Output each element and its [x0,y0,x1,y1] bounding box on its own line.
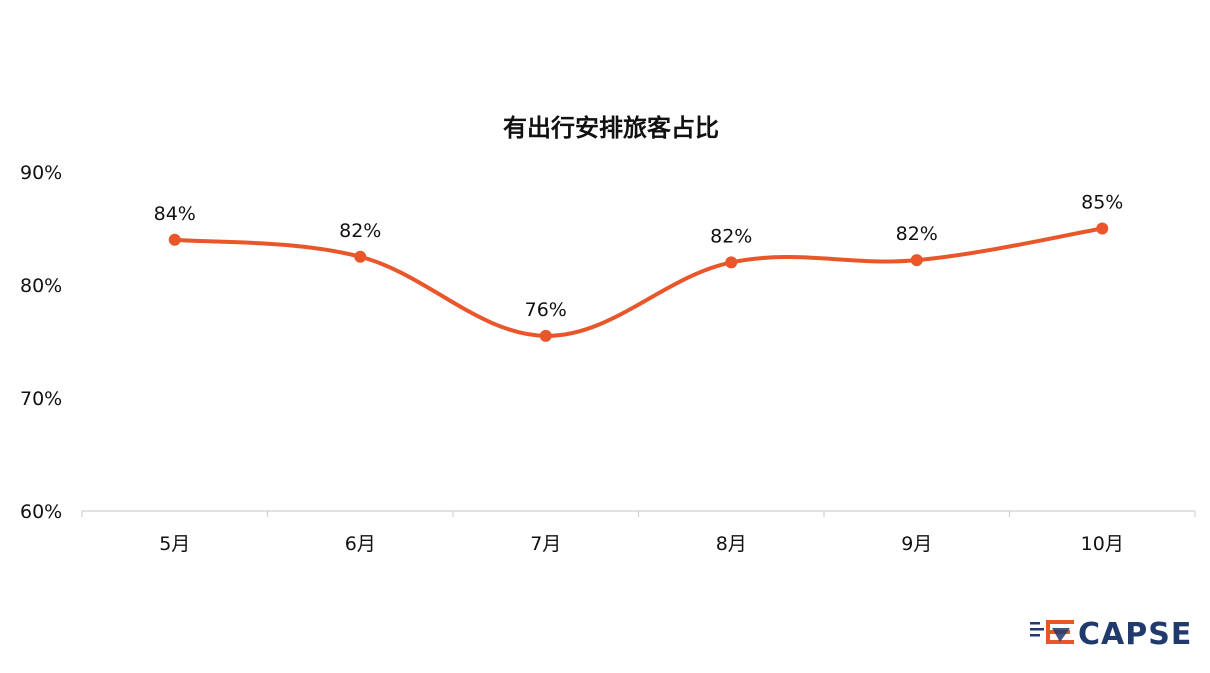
data-point [354,250,367,263]
series-line [172,226,1105,338]
data-label: 84% [154,203,196,225]
x-tick-label: 5月 [159,533,190,555]
data-label: 85% [1081,192,1123,214]
y-tick-label: 60% [20,501,62,523]
logo-text: CAPSE [1078,617,1192,652]
x-tick-label: 9月 [901,533,932,555]
data-labels: 84% 82% 76% 82% 82% 85% [154,192,1124,321]
data-point [168,233,181,246]
y-tick-label: 80% [20,275,62,297]
capse-logo: CAPSE [1030,617,1192,652]
x-tick-label: 10月 [1081,533,1124,555]
data-label: 76% [525,299,567,321]
data-label: 82% [339,220,381,242]
data-point [725,256,738,269]
series-layer [168,222,1109,342]
x-axis: 5月 6月 7月 8月 9月 10月 [81,510,1196,555]
data-point [1096,222,1109,235]
x-tick-label: 8月 [716,533,747,555]
data-label: 82% [896,223,938,245]
logo-mark-icon [1030,620,1074,644]
data-point [910,254,923,267]
y-tick-label: 90% [20,162,62,184]
y-axis: 60% 70% 80% 90% [20,162,62,523]
x-tick-label: 7月 [530,533,561,555]
data-label: 82% [710,225,752,247]
x-tick-label: 6月 [345,533,376,555]
chart-title: 有出行安排旅客占比 [503,114,719,142]
y-tick-label: 70% [20,388,62,410]
data-point [539,329,552,342]
